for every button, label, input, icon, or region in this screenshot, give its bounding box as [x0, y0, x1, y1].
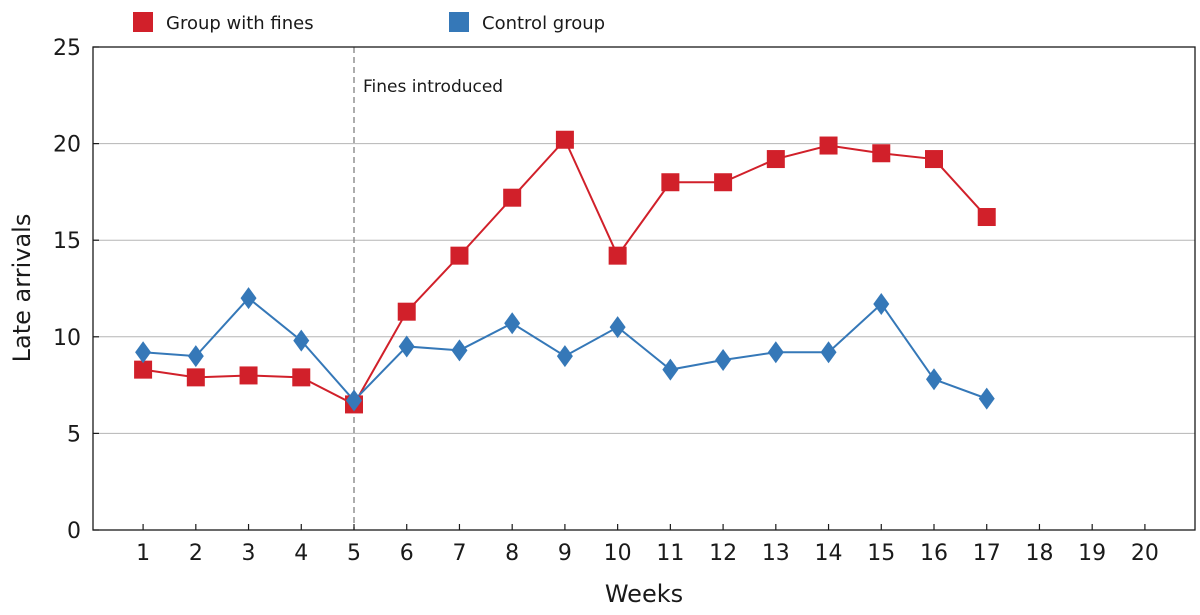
data-point [398, 335, 415, 358]
data-point [555, 130, 574, 149]
data-point [820, 341, 837, 364]
data-point [503, 188, 522, 207]
y-tick-label: 20 [53, 133, 81, 158]
y-axis-title: Late arrivals [8, 214, 36, 363]
x-tick-label: 12 [709, 541, 737, 566]
data-point [346, 389, 362, 412]
x-tick-label: 4 [294, 541, 308, 566]
y-tick-label: 25 [53, 36, 81, 61]
legend-label: Control group [482, 13, 605, 34]
x-tick-label: 8 [505, 541, 519, 566]
data-point [451, 339, 468, 362]
x-tick-label: 7 [452, 541, 466, 566]
data-point [504, 312, 521, 335]
data-point [240, 287, 257, 310]
legend-swatch [449, 12, 469, 32]
x-tick-label: 11 [656, 541, 684, 566]
x-tick-label: 9 [558, 541, 572, 566]
legend-swatch [133, 12, 153, 32]
series-layer [134, 130, 996, 414]
data-point [977, 208, 996, 227]
data-point [292, 368, 311, 387]
data-point [556, 345, 573, 368]
data-point [397, 302, 416, 321]
y-tick-label: 0 [67, 519, 81, 544]
data-point [239, 366, 258, 385]
data-point [714, 173, 733, 192]
x-tick-label: 5 [347, 541, 361, 566]
data-point [662, 358, 679, 381]
data-point [186, 368, 205, 387]
data-point [873, 292, 890, 315]
x-tick-label: 10 [604, 541, 632, 566]
data-point [925, 150, 943, 169]
x-tick-label: 19 [1078, 541, 1106, 566]
y-tick-label: 15 [53, 229, 81, 254]
x-tick-label: 1 [136, 541, 150, 566]
x-tick-label: 20 [1131, 541, 1159, 566]
x-axis-ticks: 1 2 3 4 5 6 7 8 9 10 11 12 13 14 15 16 17 18 19 20 [136, 524, 1159, 566]
x-tick-label: 16 [920, 541, 948, 566]
x-tick-label: 2 [189, 541, 203, 566]
data-point [715, 348, 732, 371]
data-point [926, 368, 942, 391]
x-tick-label: 3 [242, 541, 256, 566]
legend: Group with fines Control group [133, 12, 605, 34]
data-point [766, 150, 785, 169]
data-point [661, 173, 680, 192]
data-point [872, 144, 891, 163]
data-point [767, 341, 784, 364]
data-point [608, 246, 627, 265]
data-point [187, 345, 204, 368]
data-point [293, 329, 310, 352]
x-axis-title: Weeks [605, 580, 683, 608]
data-point [450, 246, 469, 265]
x-tick-label: 15 [867, 541, 895, 566]
x-tick-label: 14 [815, 541, 843, 566]
y-tick-label: 5 [67, 422, 81, 447]
grid-lines [93, 143, 1195, 434]
data-point [978, 387, 995, 410]
x-tick-label: 17 [973, 541, 1001, 566]
data-point [609, 316, 626, 339]
data-point [819, 136, 838, 155]
plot-area-frame [92, 46, 1196, 531]
x-tick-label: 18 [1025, 541, 1053, 566]
y-tick-label: 10 [53, 326, 81, 351]
data-point [135, 341, 152, 364]
legend-label: Group with fines [166, 13, 314, 34]
x-tick-label: 13 [762, 541, 790, 566]
annotation-layer: Fines introduced [353, 47, 503, 530]
x-tick-label: 6 [400, 541, 414, 566]
data-point [134, 360, 153, 379]
annotation-label: Fines introduced [363, 77, 503, 97]
y-axis-ticks: 0 5 10 15 20 25 [53, 36, 99, 544]
